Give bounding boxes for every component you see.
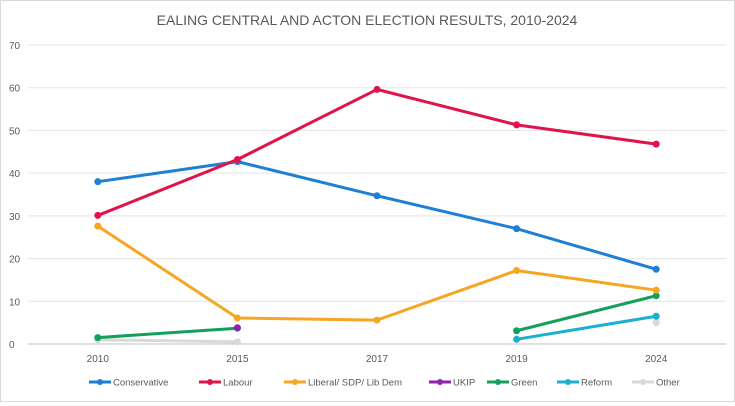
data-point xyxy=(652,140,660,148)
legend-marker xyxy=(565,379,571,385)
data-point xyxy=(94,222,102,230)
data-point xyxy=(513,327,521,335)
legend-item: Reform xyxy=(557,378,612,389)
data-point xyxy=(513,225,521,233)
y-tick-label: 60 xyxy=(9,84,21,95)
data-point xyxy=(94,178,102,186)
y-tick-label: 70 xyxy=(9,41,21,52)
legend-item: Other xyxy=(632,378,680,389)
data-point xyxy=(94,334,102,342)
series-reform xyxy=(513,312,660,343)
chart-title: EALING CENTRAL AND ACTON ELECTION RESULT… xyxy=(157,12,578,28)
data-point xyxy=(652,286,660,294)
legend-item: Labour xyxy=(199,378,253,389)
y-tick-label: 0 xyxy=(9,340,15,351)
legend-marker xyxy=(97,379,103,385)
x-tick-label: 2024 xyxy=(645,354,668,365)
data-point xyxy=(233,338,241,346)
legend-item: Liberal/ SDP/ Lib Dem xyxy=(284,378,402,389)
y-tick-label: 10 xyxy=(9,297,21,308)
data-point xyxy=(652,312,660,320)
data-point xyxy=(373,316,381,324)
series-liberal-sdp-lib-dem xyxy=(94,222,660,324)
legend-label: Labour xyxy=(223,378,253,389)
data-point xyxy=(513,121,521,129)
series-line xyxy=(97,326,238,340)
data-point xyxy=(373,85,381,93)
x-tick-label: 2017 xyxy=(366,354,389,365)
data-point xyxy=(233,155,241,163)
y-tick-label: 30 xyxy=(9,212,21,223)
series-green xyxy=(94,292,660,342)
series-other xyxy=(94,319,660,346)
x-tick-label: 2019 xyxy=(505,354,528,365)
legend-label: Liberal/ SDP/ Lib Dem xyxy=(308,378,402,389)
legend-label: Other xyxy=(656,378,680,389)
legend-label: UKIP xyxy=(453,378,475,389)
data-point xyxy=(652,265,660,273)
legend-label: Reform xyxy=(581,378,612,389)
legend-marker xyxy=(437,379,443,385)
data-point xyxy=(513,335,521,343)
legend-marker xyxy=(640,379,646,385)
data-point xyxy=(652,292,660,300)
y-tick-label: 40 xyxy=(9,169,21,180)
legend-label: Conservative xyxy=(113,378,168,389)
data-point xyxy=(94,211,102,219)
legend-item: Green xyxy=(487,378,537,389)
y-tick-label: 20 xyxy=(9,255,21,266)
series-labour xyxy=(94,85,660,219)
series-line xyxy=(516,314,657,341)
series-ukip xyxy=(233,324,241,332)
series-line xyxy=(96,224,657,322)
data-point xyxy=(513,267,521,275)
legend-item: Conservative xyxy=(89,378,168,389)
data-point xyxy=(652,319,660,327)
series-line xyxy=(516,294,657,333)
data-point xyxy=(233,324,241,332)
x-tick-label: 2010 xyxy=(87,354,110,365)
legend-item: UKIP xyxy=(429,378,475,389)
legend-label: Green xyxy=(511,378,537,389)
data-point xyxy=(373,192,381,200)
legend-marker xyxy=(207,379,213,385)
series-line xyxy=(97,338,238,344)
x-tick-label: 2015 xyxy=(226,354,249,365)
legend-marker xyxy=(495,379,501,385)
legend-marker xyxy=(292,379,298,385)
data-point xyxy=(233,314,241,322)
y-tick-label: 50 xyxy=(9,126,21,137)
